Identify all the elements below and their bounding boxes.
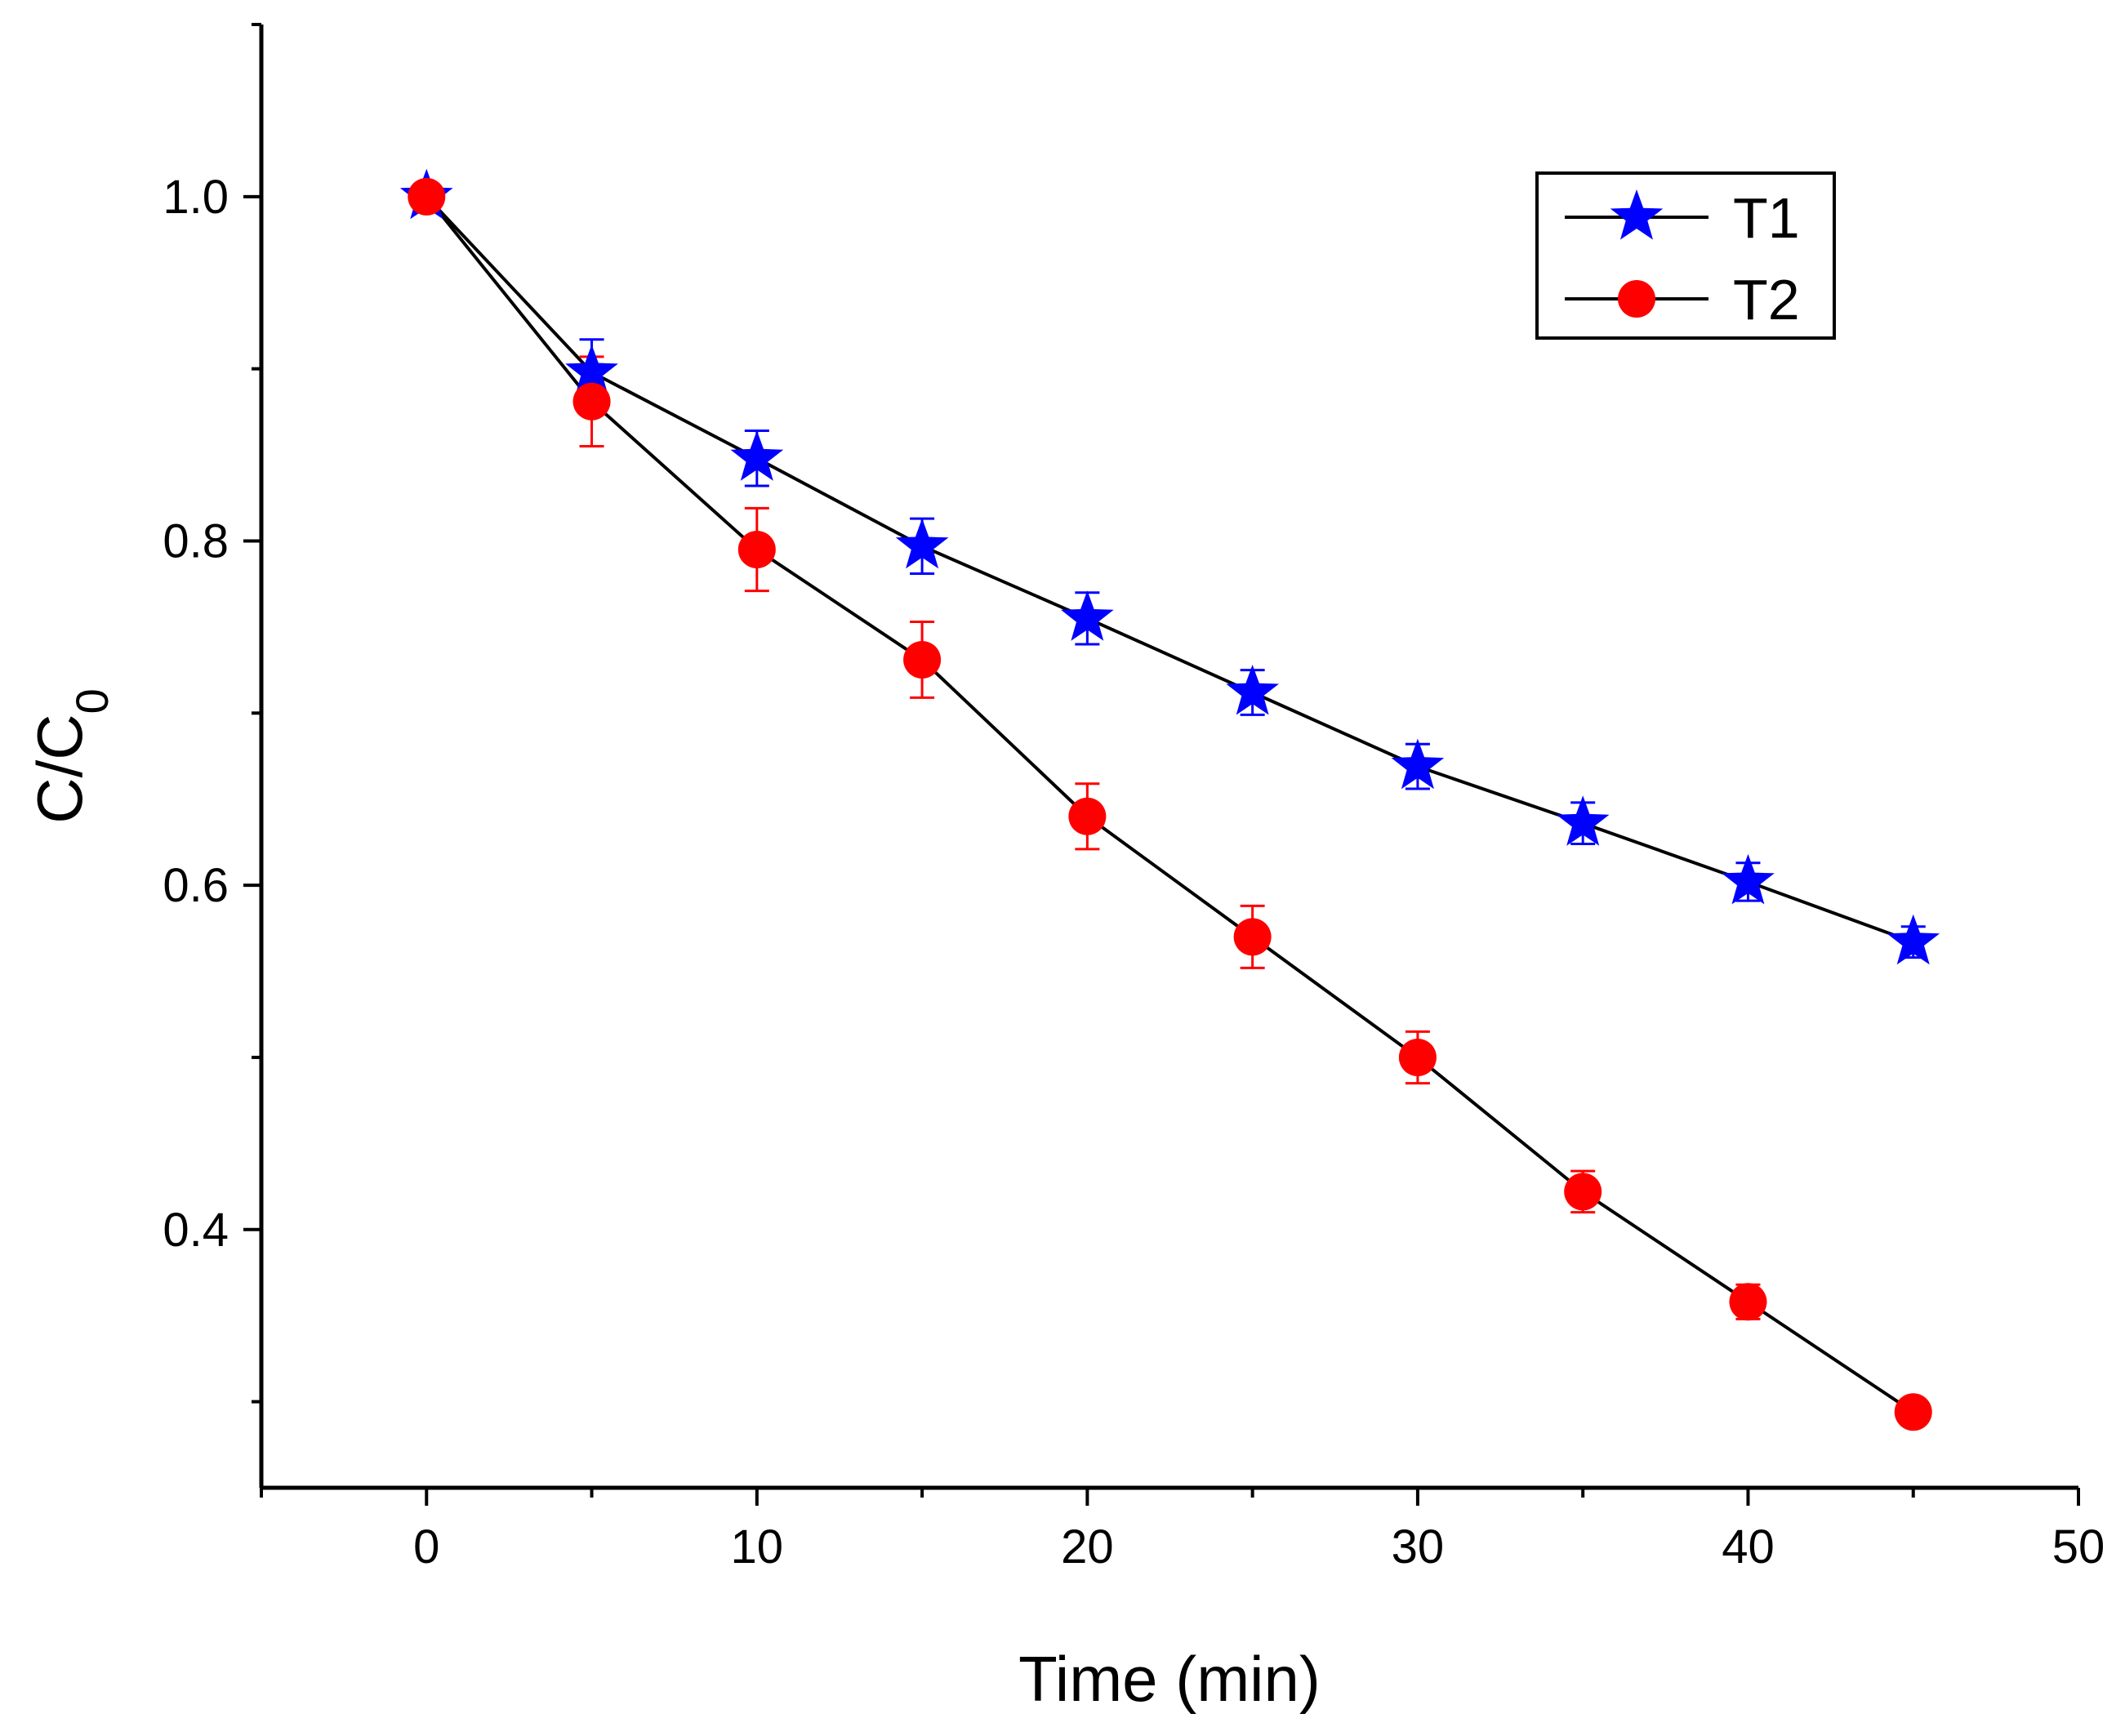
x-tick-label: 20: [1061, 1520, 1114, 1574]
legend: T1 T2: [1535, 171, 1836, 340]
data-point-t1: [1556, 795, 1610, 846]
markers: [399, 168, 1940, 1431]
legend-marker-t2: [1618, 280, 1655, 318]
y-tick-label: 0.8: [163, 514, 229, 568]
data-point-t2: [572, 382, 611, 421]
data-point-t2: [408, 177, 446, 216]
data-point-t1: [1226, 665, 1279, 715]
x-tick-label: 10: [731, 1520, 784, 1574]
data-point-t2: [1398, 1038, 1437, 1076]
data-point-t1: [730, 430, 784, 481]
data-point-t1: [895, 518, 949, 569]
data-point-t2: [1233, 918, 1272, 956]
data-point-t1: [1391, 738, 1445, 790]
x-ticks: 0 10 20 30 40 50: [260, 1488, 2105, 1574]
data-point-t2: [1729, 1283, 1767, 1321]
y-axis-title: C/C0: [24, 688, 118, 824]
data-point-t2: [903, 640, 942, 679]
data-point-t2: [1068, 797, 1107, 835]
data-point-t2: [1564, 1173, 1602, 1211]
legend-box: [1535, 171, 1836, 340]
y-tick-label: 0.4: [163, 1204, 229, 1257]
x-tick-label: 0: [413, 1520, 439, 1574]
series-lines: [425, 195, 1914, 1413]
series-line-t2: [425, 195, 1914, 1413]
data-point-t1: [1887, 914, 1940, 965]
axes: [259, 24, 2078, 1490]
x-tick-label: 50: [2052, 1520, 2105, 1574]
y-ticks: 0.4 0.6 0.8 1.0: [163, 23, 261, 1404]
data-point-t1: [1061, 590, 1114, 641]
data-point-t1: [565, 344, 618, 395]
x-tick-label: 30: [1392, 1520, 1445, 1574]
y-tick-label: 0.6: [163, 859, 229, 912]
legend-circle-icon: [1618, 280, 1655, 318]
x-axis-title: Time (min): [1018, 1643, 1321, 1715]
y-axis-title-main: C/C: [24, 714, 96, 823]
y-tick-label: 1.0: [163, 171, 229, 224]
error-bars: [579, 338, 1926, 1426]
legend-marker-t1: [1610, 189, 1664, 240]
data-point-t2: [1894, 1393, 1932, 1431]
x-tick-label: 40: [1722, 1520, 1775, 1574]
y-axis-title-subscript: 0: [66, 688, 118, 714]
legend-label-t1: T1: [1733, 186, 1800, 250]
series-line-t1: [425, 195, 1914, 944]
data-point-t1: [1722, 853, 1775, 905]
data-point-t2: [737, 531, 776, 569]
legend-label-t2: T2: [1733, 268, 1800, 332]
legend-star-icon: [1610, 189, 1664, 240]
